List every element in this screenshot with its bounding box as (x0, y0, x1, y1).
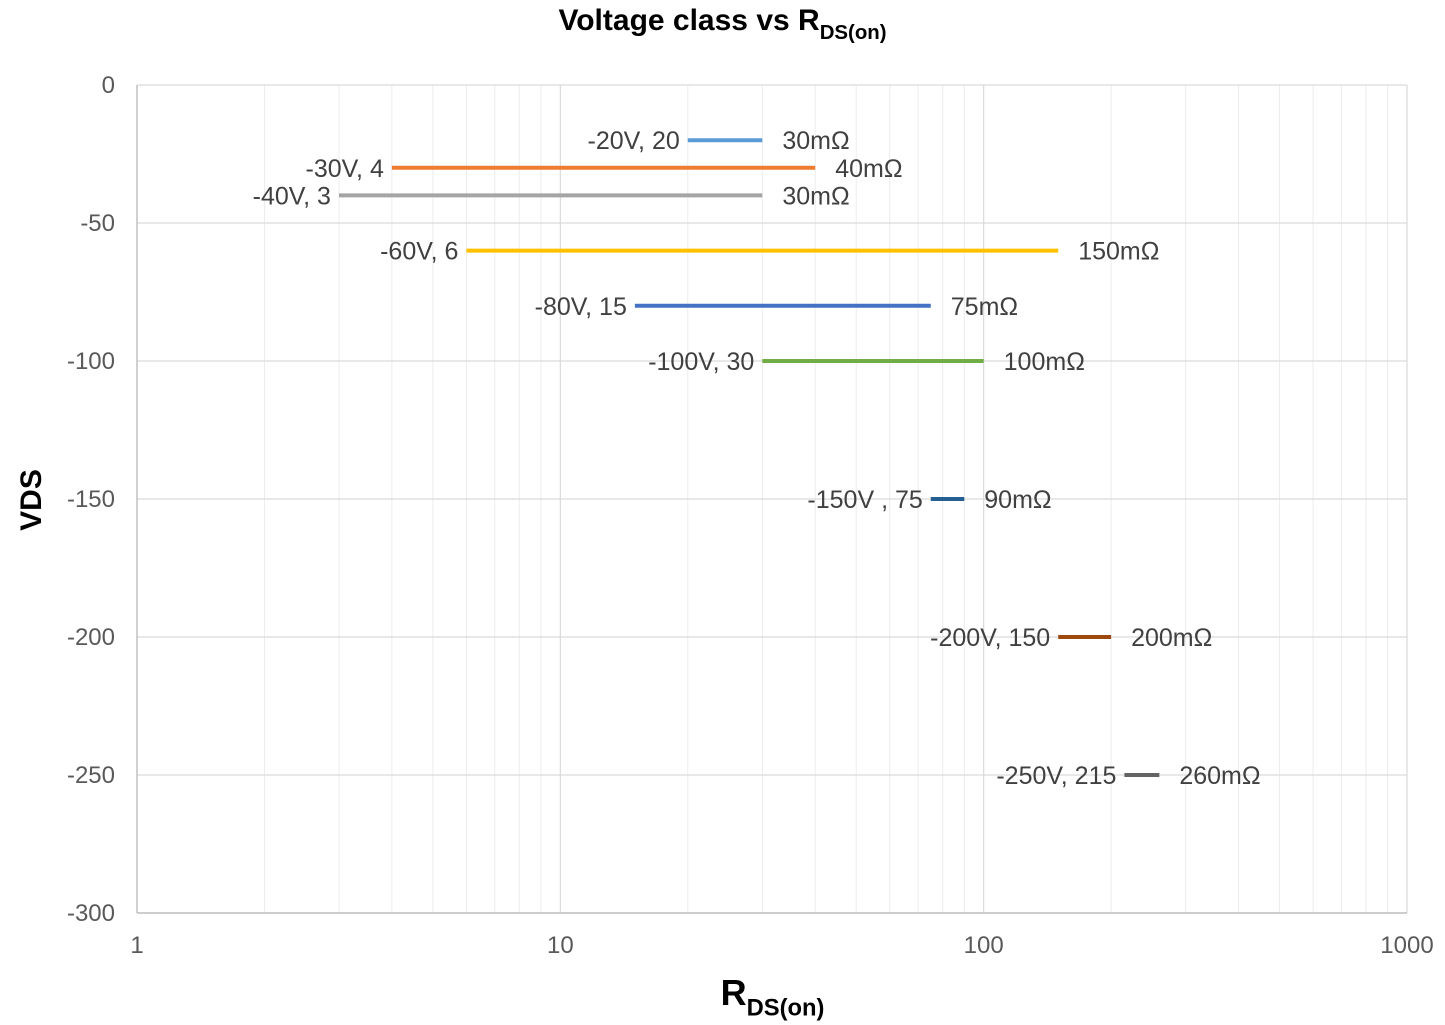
y-tick-label: -150 (67, 486, 115, 513)
series-right-label: 30mΩ (782, 127, 849, 155)
x-tick-label: 10 (547, 932, 574, 959)
chart-title-main: Voltage class vs R (558, 4, 820, 37)
x-tick-label: 1 (130, 932, 143, 959)
series-right-label: 150mΩ (1078, 238, 1159, 266)
x-tick-label: 1000 (1380, 932, 1433, 959)
y-axis-label: VDS (15, 469, 48, 531)
series-left-label: -150V , 75 (807, 486, 922, 514)
series-right-label: 30mΩ (782, 182, 849, 210)
x-axis-label-subscript: DS(on) (746, 994, 825, 1022)
series-left-label: -80V, 15 (535, 293, 627, 321)
series-left-label: -30V, 4 (306, 155, 384, 183)
series-left-label: -100V, 30 (648, 348, 754, 376)
series-lines (338, 138, 1160, 777)
x-axis-label: RDS(on) (720, 972, 825, 1022)
series-right-label: 200mΩ (1131, 624, 1212, 652)
y-tick-label: -300 (67, 900, 115, 927)
series-left-label: -40V, 3 (253, 182, 331, 210)
x-axis-label-main: R (720, 972, 747, 1013)
series-right-label: 100mΩ (1004, 348, 1085, 376)
chart-title-subscript: DS(on) (819, 22, 887, 45)
series-right-label: 90mΩ (984, 486, 1051, 514)
axes (136, 85, 1407, 914)
series-left-label: -60V, 6 (380, 238, 458, 266)
y-tick-label: 0 (102, 72, 115, 99)
y-tick-label: -100 (67, 348, 115, 375)
y-tick-label: -250 (67, 762, 115, 789)
y-tick-label: -50 (80, 210, 115, 237)
chart-title: Voltage class vs RDS(on) (558, 4, 886, 44)
y-tick-label: -200 (67, 624, 115, 651)
x-axis-label-wrap: RDS(on) (0, 972, 1445, 1023)
series-right-label: 75mΩ (951, 293, 1018, 321)
x-tick-label: 100 (964, 932, 1004, 959)
data-labels: -20V, 20 30mΩ -30V, 4 40mΩ -40V, 3 30mΩ -60V, … (253, 127, 1261, 790)
series-right-label: 260mΩ (1179, 762, 1260, 790)
tick-labels: 1 10 100 1000 0 -50 -100 -150 -200 -250 -300 (67, 72, 1434, 959)
series-left-label: -200V, 150 (930, 624, 1050, 652)
series-right-label: 40mΩ (835, 155, 902, 183)
chart-title-wrap: Voltage class vs RDS(on) (0, 4, 1445, 45)
series-left-label: -20V, 20 (588, 127, 680, 155)
series-left-label: -250V, 215 (996, 762, 1116, 790)
